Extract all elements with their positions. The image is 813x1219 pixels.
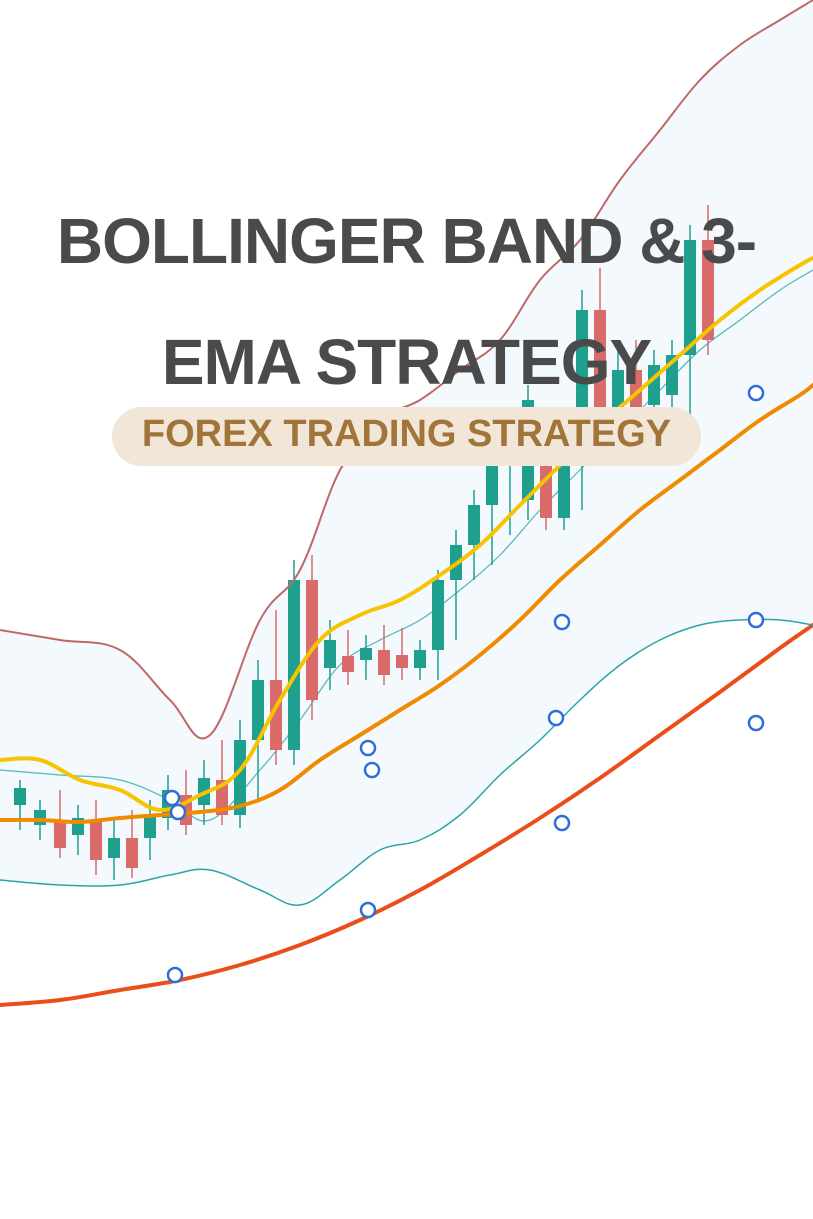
candle-down — [540, 460, 552, 518]
candle-up — [360, 648, 372, 660]
candle-down — [90, 822, 102, 860]
candle-up — [558, 465, 570, 518]
candle-down — [342, 656, 354, 672]
candle-up — [288, 580, 300, 750]
signal-marker — [168, 968, 182, 982]
candle-up — [468, 505, 480, 545]
candle-up — [324, 640, 336, 668]
signal-marker — [555, 615, 569, 629]
title-line1: BOLLINGER BAND & 3- — [57, 205, 756, 277]
signal-marker — [549, 711, 563, 725]
signal-marker — [361, 741, 375, 755]
candle-up — [432, 580, 444, 650]
signal-marker — [165, 791, 179, 805]
subtitle-pill: FOREX TRADING STRATEGY — [112, 407, 701, 466]
candle-up — [414, 650, 426, 668]
candle-down — [396, 655, 408, 668]
signal-marker — [361, 903, 375, 917]
signal-marker — [365, 763, 379, 777]
candle-down — [306, 580, 318, 700]
title-block: BOLLINGER BAND & 3- EMA STRATEGY FOREX T… — [0, 150, 813, 466]
candle-down — [54, 820, 66, 848]
candle-up — [14, 788, 26, 805]
candle-up — [486, 465, 498, 505]
signal-marker — [749, 613, 763, 627]
candle-up — [34, 810, 46, 825]
main-title: BOLLINGER BAND & 3- EMA STRATEGY — [0, 150, 813, 393]
candle-up — [144, 815, 156, 838]
candle-down — [126, 838, 138, 868]
candle-down — [378, 650, 390, 675]
signal-marker — [749, 716, 763, 730]
signal-marker — [555, 816, 569, 830]
candle-up — [108, 838, 120, 858]
signal-marker — [171, 805, 185, 819]
title-line2: EMA STRATEGY — [162, 326, 651, 398]
